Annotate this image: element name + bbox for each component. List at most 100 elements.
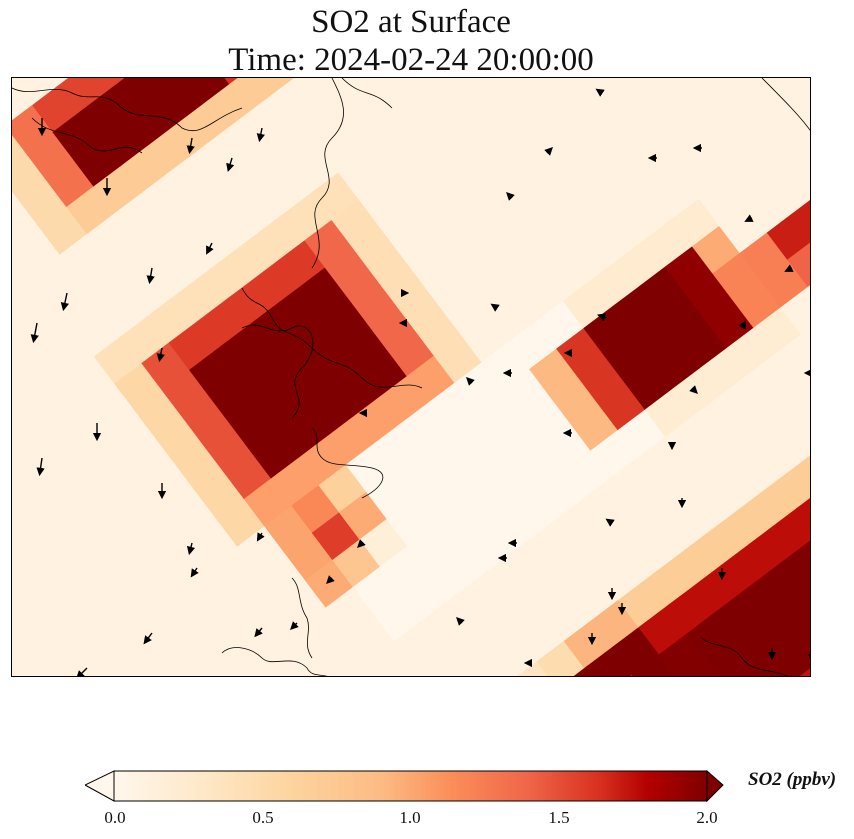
- so2-grid-cell: [808, 455, 810, 460]
- wind-arrow: [76, 667, 88, 676]
- so2-grid-cell: [224, 78, 239, 85]
- coastline-segment: [291, 577, 313, 659]
- wind-arrow: [738, 320, 746, 330]
- wind-arrow: [256, 127, 265, 143]
- wind-arrow: [357, 539, 366, 548]
- colorbar-tick-1: 0.5: [252, 808, 274, 827]
- so2-grid-cell: [774, 504, 810, 553]
- so2-grid-cell: [309, 78, 352, 99]
- map-panel: [11, 77, 811, 677]
- coastline-segment: [12, 87, 243, 132]
- so2-grid-cell: [794, 370, 810, 403]
- wind-arrow: [456, 617, 465, 626]
- wind-arrow: [256, 532, 265, 542]
- wind-arrow: [597, 313, 608, 322]
- wind-arrow: [186, 137, 195, 155]
- wind-arrow: [156, 347, 165, 363]
- coastline-segment: [311, 78, 344, 269]
- so2-grid-cell: [767, 381, 810, 431]
- wind-arrow: [490, 303, 500, 312]
- so2-grid-cell: [801, 668, 810, 676]
- so2-grid-cell: [787, 583, 810, 628]
- so2-grid-cell: [686, 660, 719, 676]
- wind-arrow: [143, 632, 153, 645]
- colorbar: [85, 770, 724, 802]
- so2-grid-cell: [394, 78, 408, 85]
- coastline-segment: [341, 78, 393, 109]
- so2-grid-cell: [234, 668, 251, 676]
- colorbar-tick-0: 0.0: [104, 808, 126, 827]
- so2-grid-cell: [786, 78, 810, 118]
- so2-grid-cell: [807, 114, 810, 121]
- wind-arrow: [689, 385, 698, 394]
- coastline-segment: [241, 324, 314, 419]
- so2-grid-cell: [808, 625, 810, 630]
- so2-grid-cell: [787, 242, 810, 288]
- colorbar-label: SO2 (ppbv): [748, 769, 837, 790]
- colorbar-extend-high: [706, 770, 724, 802]
- so2-grid-cell: [517, 661, 549, 676]
- coastline-layer: [12, 78, 810, 676]
- coastline-segment: [31, 117, 143, 154]
- wind-arrow: [226, 157, 235, 173]
- wind-arrow: [506, 192, 515, 201]
- coastline-segment: [701, 637, 789, 676]
- wind-arrow: [605, 518, 615, 527]
- so2-grid-cell: [573, 667, 591, 676]
- wind-arrow: [290, 621, 299, 630]
- wind-arrow: [30, 322, 39, 344]
- so2-grid-cell: [565, 78, 578, 84]
- wind-arrow: [784, 264, 794, 272]
- wind-arrow: [254, 627, 263, 638]
- wind-arrow: [186, 542, 196, 556]
- so2-grid-cell: [807, 285, 810, 291]
- wind-arrow: [744, 214, 754, 222]
- so2-grid-cell: [178, 661, 208, 676]
- coastline-segment: [311, 427, 384, 499]
- so2-map-svg: [12, 78, 810, 676]
- so2-grid-cell: [479, 78, 521, 98]
- so2-grid-cell: [787, 412, 810, 458]
- so2-grid-cell: [799, 674, 804, 676]
- coastline-segment: [221, 647, 328, 676]
- so2-grid-cell: [267, 78, 295, 92]
- so2-grid-cell: [743, 667, 761, 676]
- colorbar-tick-3: 1.5: [548, 808, 570, 827]
- so2-grid-cell: [461, 654, 506, 676]
- so2-grid-cell: [65, 669, 80, 676]
- so2-grid-cell: [780, 286, 810, 336]
- so2-grid-cell: [437, 78, 465, 92]
- so2-grid-cell: [54, 78, 69, 86]
- so2-grid-cell: [96, 78, 126, 92]
- so2-grid-cell: [650, 78, 691, 98]
- so2-grid-cell: [800, 157, 810, 178]
- colorbar-tick-4: 2.0: [696, 808, 718, 827]
- so2-grid-cell: [631, 654, 676, 676]
- map-title: SO2 at Surface: [311, 4, 511, 40]
- colorbar-extend-low: [85, 770, 115, 802]
- wind-arrow: [326, 575, 335, 584]
- so2-grid-cell: [121, 655, 166, 676]
- coastline-segment: [241, 287, 423, 389]
- so2-field-layer: [12, 78, 810, 676]
- so2-grid-cell: [767, 551, 810, 601]
- wind-arrow: [36, 457, 45, 477]
- so2-grid-cell: [773, 334, 810, 383]
- wind-arrow: [190, 567, 199, 578]
- so2-grid-cell: [735, 78, 747, 84]
- wind-arrow: [60, 292, 69, 312]
- so2-grid-cell: [404, 668, 421, 676]
- wind-vector-layer: [30, 88, 810, 676]
- so2-grid-cell: [780, 116, 810, 166]
- wind-arrow: [146, 267, 155, 285]
- so2-grid-cell: [781, 626, 810, 676]
- wind-arrow: [466, 377, 475, 386]
- so2-grid-cell: [777, 78, 804, 91]
- colorbar-gradient: [113, 770, 708, 802]
- so2-grid-cell: [780, 456, 810, 506]
- so2-grid-cell: [773, 164, 810, 213]
- so2-grid-cell: [139, 78, 182, 99]
- so2-grid-cell: [800, 327, 810, 347]
- so2-grid-cell: [121, 675, 123, 676]
- wind-arrow: [595, 88, 605, 97]
